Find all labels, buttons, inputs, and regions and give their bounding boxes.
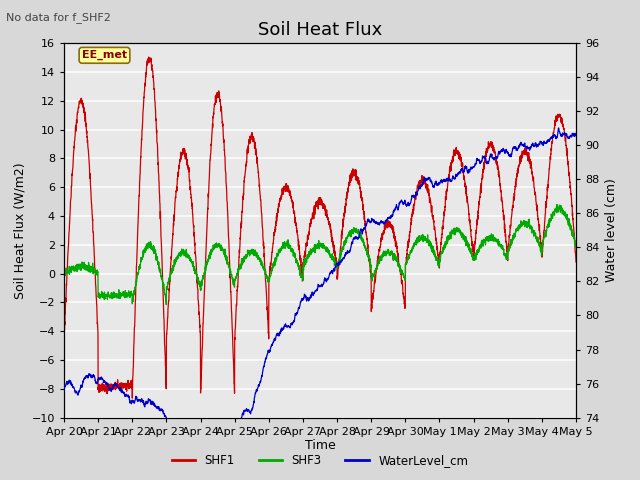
Title: Soil Heat Flux: Soil Heat Flux	[258, 21, 382, 39]
Text: EE_met: EE_met	[82, 50, 127, 60]
Y-axis label: Soil Heat Flux (W/m2): Soil Heat Flux (W/m2)	[13, 162, 26, 299]
X-axis label: Time: Time	[305, 439, 335, 453]
Y-axis label: Water level (cm): Water level (cm)	[605, 179, 618, 282]
Legend: SHF1, SHF3, WaterLevel_cm: SHF1, SHF3, WaterLevel_cm	[167, 449, 473, 472]
Text: No data for f_SHF2: No data for f_SHF2	[6, 12, 111, 23]
